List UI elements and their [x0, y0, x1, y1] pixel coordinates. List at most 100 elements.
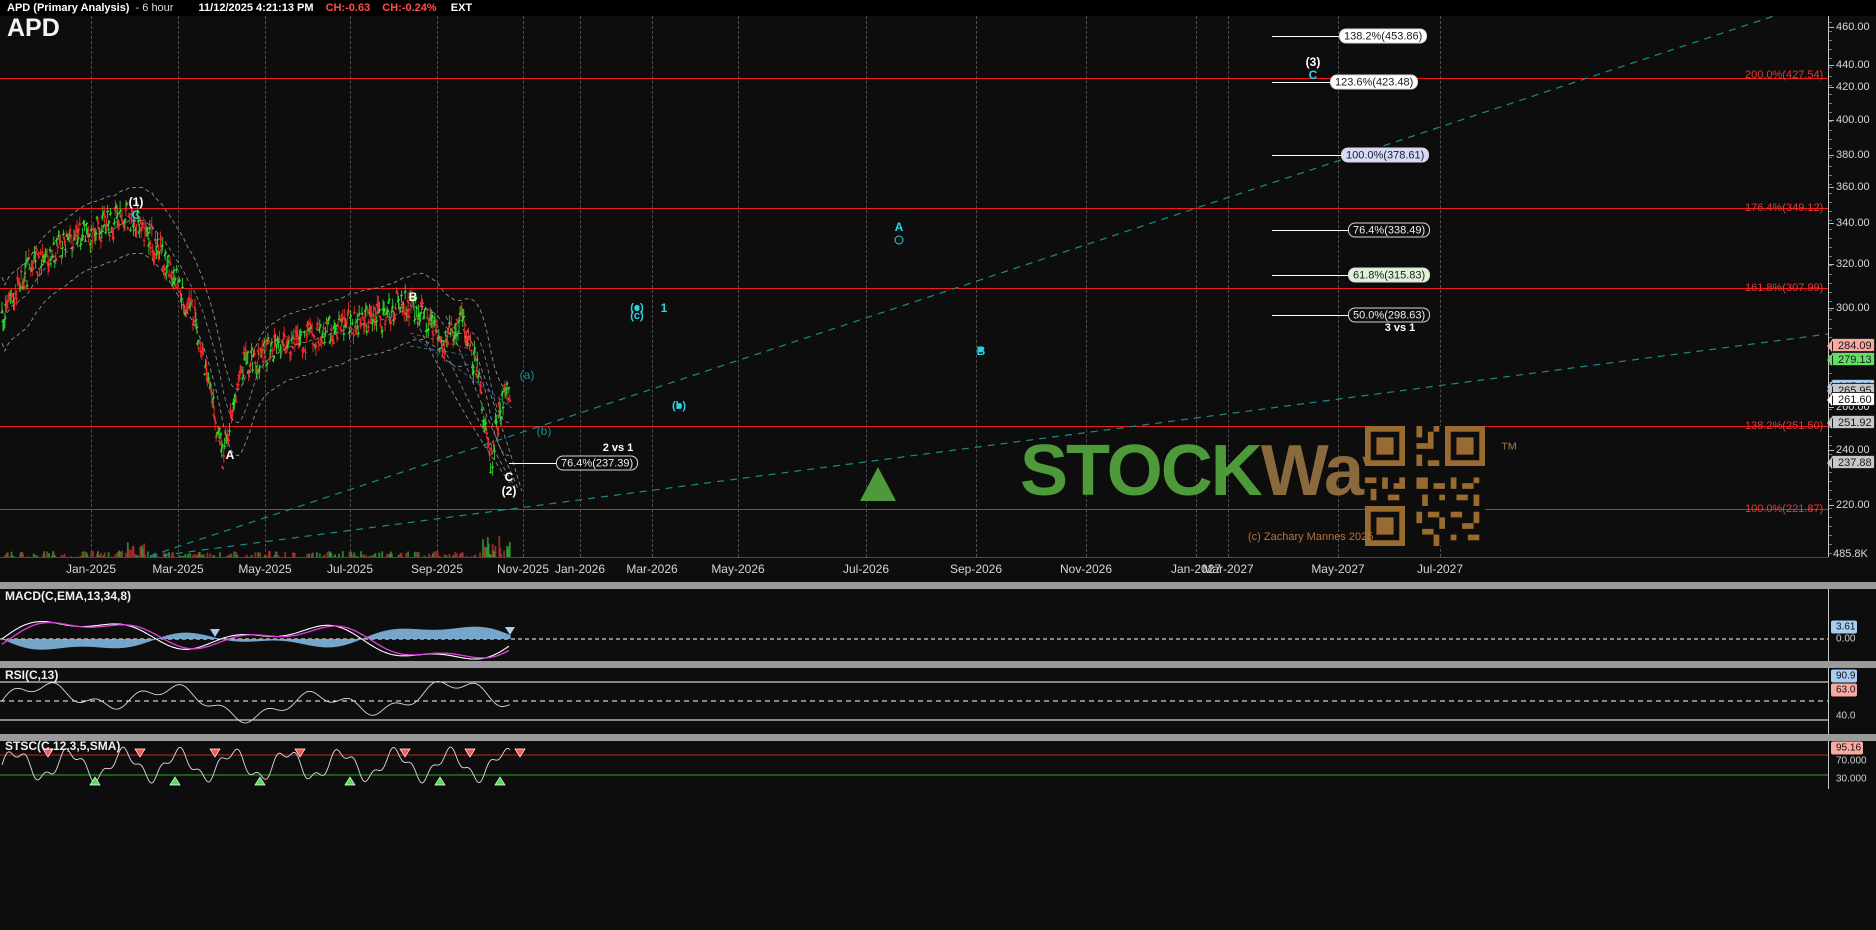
price-minor-tick [1829, 139, 1832, 140]
grid-line-2 [265, 16, 266, 557]
price-minor-tick [1829, 328, 1832, 329]
price-minor-tick [1829, 436, 1832, 437]
time-axis-label-1: Mar-2025 [152, 562, 204, 576]
price-tag-237.88[interactable]: 237.88 [1827, 455, 1875, 469]
price-minor-tick [1829, 409, 1832, 410]
rsi-series [0, 681, 1828, 724]
rsi-axis[interactable]: 90.963.040.020.0 [1828, 668, 1876, 750]
price-tag-pointer [1827, 385, 1832, 397]
lower-trendline [149, 333, 1828, 557]
fib-callout-3[interactable]: 76.4%(338.49) [1348, 222, 1431, 238]
price-minor-tick [1829, 535, 1832, 536]
price-tick-5 [1829, 187, 1834, 188]
price-tick-6 [1829, 223, 1834, 224]
price-tick-7 [1829, 264, 1834, 265]
time-axis-label-7: Mar-2026 [626, 562, 678, 576]
price-minor-tick [1829, 283, 1832, 284]
price-minor-tick [1829, 175, 1832, 176]
fib-leader-6 [509, 463, 557, 464]
price-minor-tick [1829, 373, 1832, 374]
wave-pivot-dot-1 [978, 347, 984, 353]
fib-extension-label-3: 138.2%(251.50) [1745, 420, 1824, 432]
stsc-title: STSC(C,12,3,5,SMA) [5, 741, 121, 753]
price-minor-tick [1829, 472, 1832, 473]
price-tick-label-6: 340.00 [1836, 217, 1870, 229]
price-minor-tick [1829, 202, 1832, 203]
change-pct-label: CH:-0.24% [382, 2, 437, 14]
price-tick-3 [1829, 120, 1834, 121]
price-minor-tick [1829, 112, 1832, 113]
price-tick-11 [1829, 450, 1834, 451]
price-minor-tick [1829, 76, 1832, 77]
price-tag-pointer [1827, 354, 1832, 366]
grid-line-8 [738, 16, 739, 557]
rsi-title: RSI(C,13) [5, 668, 59, 682]
wave-pivot-dot-3 [676, 403, 682, 409]
indicator-tag-macd-0[interactable]: 3.61 [1831, 620, 1858, 634]
support-resistance-line-2 [0, 288, 1828, 289]
fib-callout-1[interactable]: 123.6%(423.48) [1330, 74, 1419, 90]
indicator-tag-rsi-1[interactable]: 63.0 [1831, 683, 1858, 697]
fib-callout-5[interactable]: 50.0%(298.63) [1348, 307, 1431, 323]
fib-callout-0[interactable]: 138.2%(453.86) [1339, 28, 1428, 44]
price-chart-pane[interactable]: STOCKWaves [0, 16, 1828, 557]
price-tick-label-0: 460.00 [1836, 21, 1870, 33]
macd-series [0, 621, 1828, 660]
price-minor-tick [1829, 256, 1832, 257]
indicator-axis-label-stsc-0: 70.000 [1836, 755, 1867, 767]
fib-extension-label-1: 176.4%(349.12) [1745, 202, 1824, 214]
price-tag-251.92[interactable]: 251.92 [1827, 415, 1875, 429]
grid-line-4 [437, 16, 438, 557]
wave-label-7: (b) [536, 424, 552, 438]
price-minor-tick [1829, 490, 1832, 491]
macd-pane[interactable]: MACD(C,EMA,13,34,8) [0, 589, 1828, 661]
time-axis-label-14: May-2027 [1311, 562, 1365, 576]
pane-divider-2[interactable] [0, 661, 1876, 668]
chart-note-1: 2 vs 1 [602, 442, 634, 454]
price-tick-2 [1829, 87, 1834, 88]
wave-label-12: 1 [660, 301, 668, 315]
price-tag-value: 284.09 [1838, 340, 1872, 352]
grid-line-0 [91, 16, 92, 557]
wave-pivot-dot-2 [634, 305, 640, 311]
price-tag-value: 261.60 [1838, 394, 1872, 406]
stsc-pane[interactable]: STSC(C,12,3,5,SMA) [0, 741, 1828, 789]
price-tag-284.09[interactable]: 284.09 [1827, 338, 1875, 352]
indicator-tag-stsc-0[interactable]: 95.16 [1831, 741, 1864, 755]
pane-divider-1[interactable] [0, 582, 1876, 589]
price-tag-261.60[interactable]: 261.60 [1827, 392, 1875, 406]
price-tag-pointer [1827, 394, 1832, 406]
rsi-pane[interactable]: RSI(C,13) [0, 668, 1828, 734]
indicator-tag-rsi-0[interactable]: 90.9 [1831, 669, 1858, 683]
fib-leader-1 [1272, 82, 1330, 83]
pane-divider-3[interactable] [0, 734, 1876, 741]
price-tick-10 [1829, 407, 1834, 408]
upper-trendline [149, 16, 1776, 557]
time-axis[interactable]: Jan-2025 Mar-2025 May-2025 Jul-2025 Sep-2025… [0, 557, 1828, 582]
price-minor-tick [1829, 301, 1832, 302]
chart-note-0: 3 vs 1 [1384, 322, 1416, 334]
fib-extension-label-4: 100.0%(221.87) [1745, 503, 1824, 515]
grid-line-1 [178, 16, 179, 557]
chart-header-bar: APD (Primary Analysis) - 6 hour 11/12/20… [0, 0, 1876, 16]
fib-extension-label-0: 200.0%(427.54) [1745, 69, 1824, 81]
price-tag-pointer [1827, 457, 1832, 469]
price-tag-279.13[interactable]: 279.13 [1827, 352, 1875, 366]
price-tick-1 [1829, 65, 1834, 66]
price-minor-tick [1829, 103, 1832, 104]
price-axis[interactable]: 460.00 440.00 420.00 400.00 380.00 360.00 340.… [1827, 16, 1876, 557]
macd-axis[interactable]: 3.610.00-10.00 [1828, 589, 1876, 674]
fib-callout-2[interactable]: 100.0%(378.61) [1341, 147, 1430, 163]
fib-callout-6[interactable]: 76.4%(237.39) [556, 455, 639, 471]
price-minor-tick [1829, 211, 1832, 212]
price-tick-label-11: 240.00 [1836, 444, 1870, 456]
wave-label-0: (1) [128, 195, 144, 209]
time-axis-label-5: Nov-2025 [496, 562, 550, 576]
fib-leader-5 [1272, 315, 1349, 316]
grid-line-3 [350, 16, 351, 557]
fib-callout-4[interactable]: 61.8%(315.83) [1348, 267, 1431, 283]
stsc-axis[interactable]: 95.16 70.000 30.000 [1828, 741, 1876, 789]
price-tick-12 [1829, 505, 1834, 506]
price-minor-tick [1829, 220, 1832, 221]
